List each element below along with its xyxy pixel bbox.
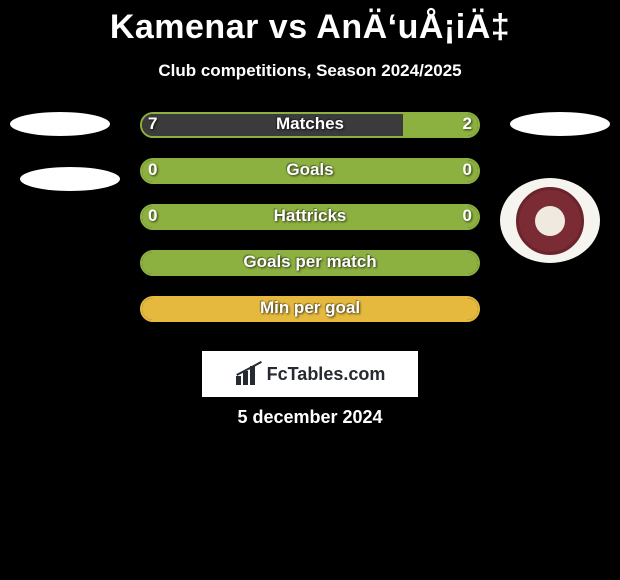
date-label: 5 december 2024 [0,407,620,428]
bar-fill [142,206,478,228]
bar-left [142,114,403,136]
stat-row: Matches72 [0,112,620,158]
stat-row: Goals per match [0,250,620,296]
brand-chart-icon [235,363,263,385]
chart-area: Matches72Goals00Hattricks00Goals per mat… [0,112,620,342]
comparison-infographic: Kamenar vs AnÄ‘uÅ¡iÄ‡ Club competitions,… [0,0,620,580]
bar-track [140,296,480,322]
stat-row: Min per goal [0,296,620,342]
bar-right [403,114,478,136]
stat-row: Goals00 [0,158,620,204]
brand-box: FcTables.com [202,351,418,397]
stat-row: Hattricks00 [0,204,620,250]
subtitle: Club competitions, Season 2024/2025 [0,61,620,81]
bar-track [140,158,480,184]
page-title: Kamenar vs AnÄ‘uÅ¡iÄ‡ [0,0,620,47]
bar-fill [142,160,478,182]
bar-track [140,250,480,276]
bar-fill [142,252,478,274]
bar-fill [142,298,478,320]
bar-track [140,204,480,230]
bar-track [140,112,480,138]
brand-text: FcTables.com [267,364,386,385]
